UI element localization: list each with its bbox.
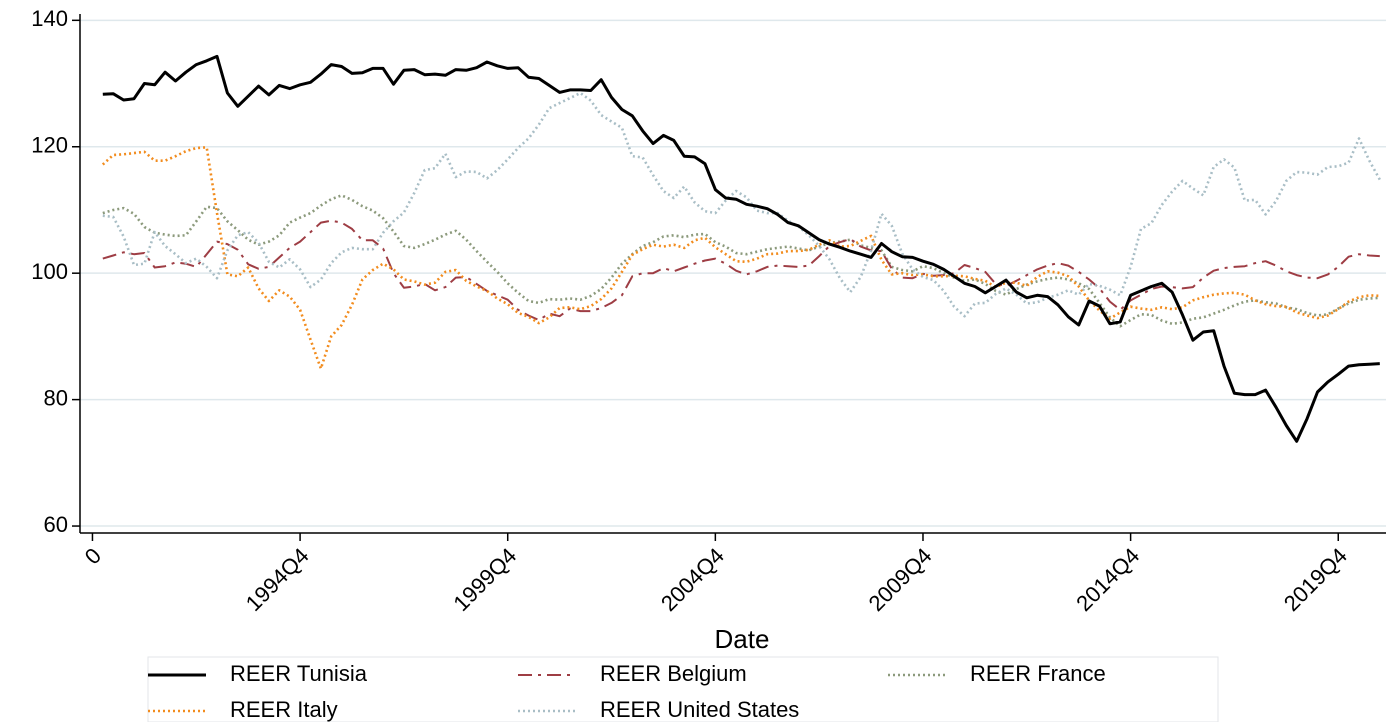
series-line [102,54,1380,443]
legend-label: REER Belgium [600,661,747,686]
y-tick-label: 100 [31,259,68,284]
x-axis-title: Date [715,624,770,654]
x-tick-label: 1994Q4 [241,543,314,616]
legend-label: REER Tunisia [230,661,368,686]
x-tick-label: 0 [80,543,106,569]
series-line [102,194,1380,328]
x-tick-label: 2009Q4 [864,543,937,616]
y-tick-label: 140 [31,6,68,31]
x-tick-label: 2014Q4 [1071,543,1144,616]
series-line [102,91,1381,318]
legend-label: REER United States [600,697,799,722]
legend-box [147,656,1219,722]
y-tick-label: 120 [31,133,68,158]
x-tick-label: 1999Q4 [448,543,521,616]
series-line [101,146,1380,370]
series-line [102,219,1380,321]
legend-label: REER Italy [230,697,338,722]
y-tick-label: 60 [44,512,68,537]
legend-label: REER France [970,661,1106,686]
y-tick-label: 80 [44,385,68,410]
x-tick-label: 2004Q4 [656,543,729,616]
x-tick-label: 2019Q4 [1279,543,1352,616]
